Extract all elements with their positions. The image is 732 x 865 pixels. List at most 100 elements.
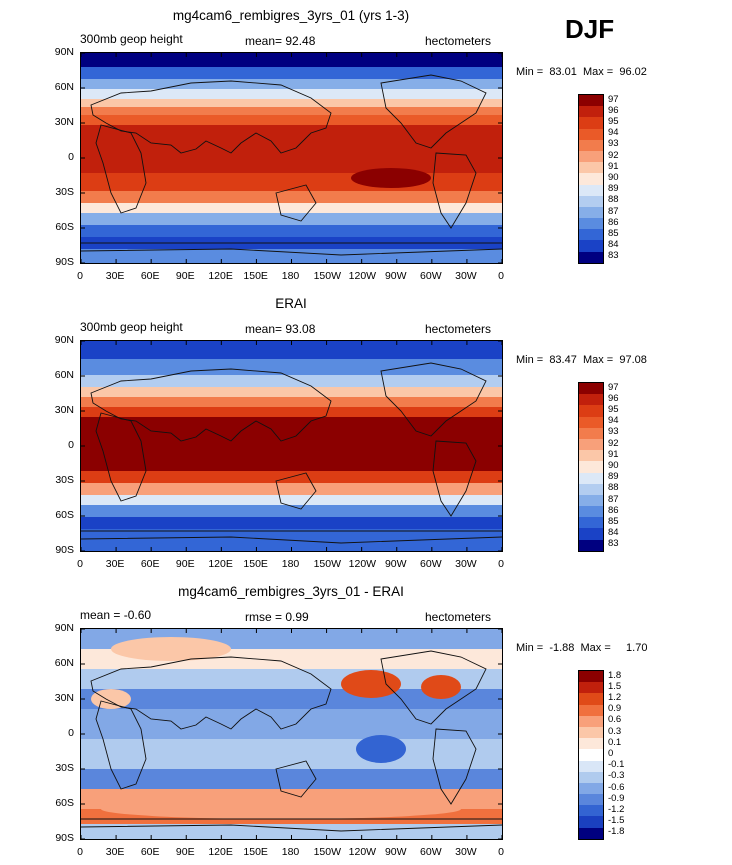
colorbar-swatch (579, 240, 603, 252)
colorbar-swatch (579, 827, 603, 839)
contour-band (81, 375, 502, 387)
y-tick-label: 90S (55, 544, 74, 556)
colorbar-swatch (579, 483, 603, 495)
colorbar-label: 93 (608, 138, 619, 150)
colorbar-label: 0.3 (608, 725, 622, 737)
contour-band (81, 397, 502, 407)
contour-band (81, 203, 502, 213)
x-tick-label: 30E (105, 846, 125, 858)
colorbar-swatch (579, 251, 603, 263)
colorbar-label: 90 (608, 172, 619, 183)
colorbar-label: -1.5 (608, 815, 625, 827)
colorbar-label: 83 (608, 538, 619, 550)
colorbar-swatch (579, 394, 603, 406)
colorbar-label: 1.2 (608, 692, 622, 703)
x-tick-label: 30E (105, 558, 125, 570)
colorbar-swatch (579, 528, 603, 540)
colorbar-swatch (579, 517, 603, 529)
y-tick-label: 60S (55, 221, 74, 233)
colorbar-swatch (579, 139, 603, 151)
x-tick-label: 60W (420, 846, 442, 858)
panel-left-label: 300mb geop height (80, 320, 183, 334)
x-tick-label: 180 (281, 270, 300, 282)
x-tick-label: 180 (281, 558, 300, 570)
x-tick-label: 150W (313, 558, 342, 570)
max-region (351, 168, 431, 188)
colorbar-label: 1.5 (608, 680, 622, 692)
colorbar-label: 94 (608, 127, 619, 139)
coastline (81, 824, 502, 832)
x-tick-label: 150E (243, 270, 268, 282)
x-tick-label: 150E (243, 558, 268, 570)
anomaly-blob (111, 637, 231, 661)
x-tick-label: 60W (420, 270, 442, 282)
colorbar-label: 0.9 (608, 703, 622, 715)
colorbar-label: -1.2 (608, 804, 625, 815)
colorbar-swatch (579, 128, 603, 140)
colorbar-swatch (579, 218, 603, 230)
coastline (95, 700, 147, 790)
x-tick-label: 90W (384, 846, 407, 858)
colorbar-swatch (579, 794, 603, 806)
colorbar-label: 97 (608, 381, 619, 393)
max-region (241, 419, 321, 439)
x-tick-label: 60E (140, 270, 160, 282)
contour-band (81, 115, 502, 125)
colorbar-swatch (579, 95, 603, 107)
coastline (90, 368, 332, 442)
colorbar-swatch (579, 184, 603, 196)
colorbar-label: 93 (608, 426, 619, 438)
panel-center-label: mean= 92.48 (245, 34, 316, 48)
contour-band (81, 213, 502, 225)
contour-band (81, 107, 502, 115)
panel-center-label: mean= 93.08 (245, 322, 316, 336)
colorbar-label: 0 (608, 748, 614, 759)
colorbar-label: -0.1 (608, 759, 625, 771)
colorbar-swatch (579, 438, 603, 451)
x-tick-label: 120E (208, 846, 233, 858)
contour-band (81, 769, 502, 789)
colorbar-swatch (579, 383, 603, 395)
contour-map-svg (81, 341, 502, 551)
y-tick-label: 90S (55, 256, 74, 268)
colorbar-label: 87 (608, 205, 619, 217)
y-tick-label: 60N (54, 369, 74, 381)
contour-band (81, 125, 502, 173)
colorbar-swatch (579, 427, 603, 439)
coastline (432, 440, 477, 517)
contour-band (81, 483, 502, 495)
contour-band (81, 225, 502, 237)
coastline (90, 80, 332, 154)
y-tick-label: 30N (54, 404, 74, 416)
colorbar-label: 87 (608, 493, 619, 505)
colorbar-label: -0.6 (608, 781, 625, 793)
colorbar-swatch (579, 195, 603, 207)
x-tick-label: 180 (281, 846, 300, 858)
anomaly-blob (341, 670, 401, 698)
x-tick-label: 0 (498, 846, 504, 858)
panel-units-label: hectometers (425, 322, 492, 336)
coastline (275, 184, 317, 222)
colorbar-label: 95 (608, 404, 619, 415)
colorbar (578, 382, 604, 552)
x-tick-label: 0 (498, 270, 504, 282)
anomaly-blob (101, 799, 461, 819)
panel-title: ERAI (275, 296, 307, 311)
contour-band (81, 495, 502, 505)
colorbar-label: 92 (608, 149, 619, 161)
contour-map-svg (81, 53, 502, 263)
y-tick-label: 30N (54, 692, 74, 704)
x-tick-label: 90E (175, 558, 195, 570)
y-tick-label: 60S (55, 797, 74, 809)
colorbar-swatch (579, 494, 603, 507)
y-tick-label: 30N (54, 116, 74, 128)
colorbar-swatch (579, 726, 603, 739)
x-tick-label: 90W (384, 558, 407, 570)
colorbar-swatch (579, 738, 603, 750)
colorbar-label: 85 (608, 228, 619, 239)
panel-minmax: Min = -1.88 Max = 1.70 (516, 642, 648, 654)
colorbar-label: 83 (608, 250, 619, 262)
x-tick-label: 120W (348, 558, 377, 570)
y-tick-label: 60N (54, 657, 74, 669)
colorbar-swatch (579, 816, 603, 828)
